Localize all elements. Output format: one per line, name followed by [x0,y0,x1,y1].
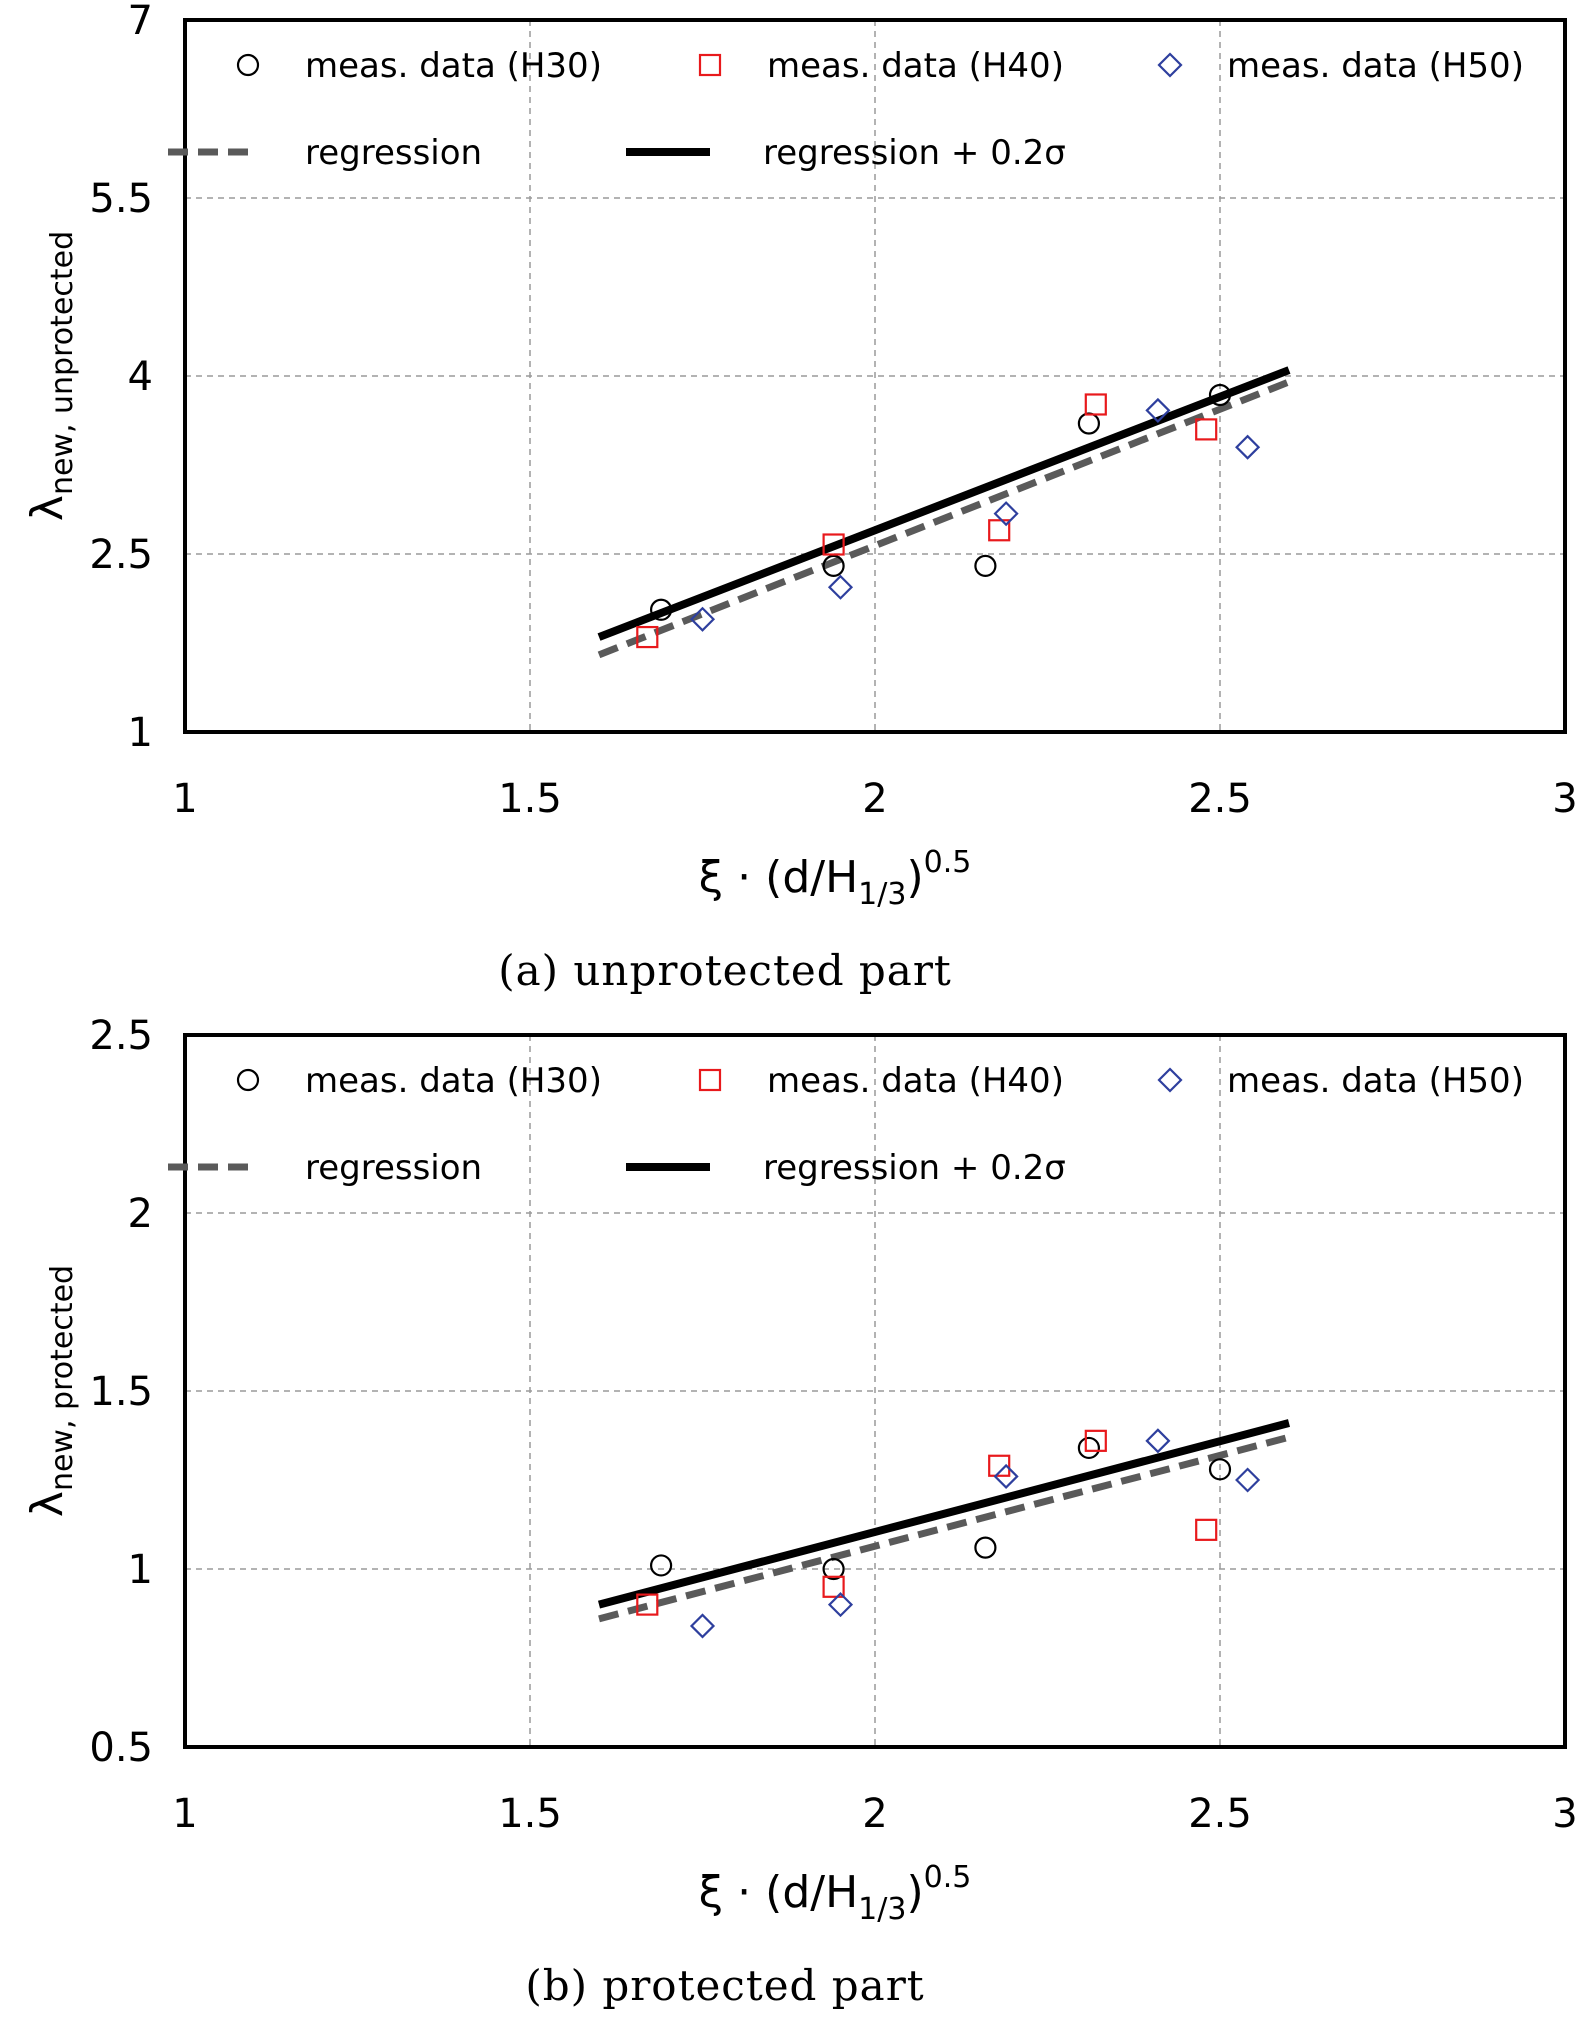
data-point-square [1084,1429,1107,1452]
legend-marker-circle [236,53,260,77]
legend-marker-circle [236,1068,260,1092]
legend-label: meas. data (H50) [1227,46,1524,86]
data-point-circle [1077,412,1101,435]
data-point-circle [974,1536,997,1559]
chart-unprotected: 1 1.5 2 2.5 3 1 2.5 4 5.5 7 ξ · (d/H1/3)0.5 λnew, u… [22,0,1578,995]
legend-label: regression + 0.2σ [763,1148,1066,1188]
x-tick-label: 3 [1552,1791,1577,1837]
legend: meas. data (H30) meas. data (H40) meas. da… [168,46,1524,173]
legend-marker-diamond [1157,52,1183,78]
data-point-circle [822,1557,845,1581]
legend-label: meas. data (H50) [1227,1061,1524,1101]
y-tick-label: 4 [128,354,153,400]
x-axis-title-close: ) [906,852,923,903]
x-axis-title-subscript: 1/3 [858,1892,906,1927]
y-tick-label: 1 [128,1547,153,1593]
data-point-circle [1208,383,1232,407]
data-point-square [636,625,659,649]
data-point-diamond [993,501,1019,527]
chart-unprotected-svg: 1 1.5 2 2.5 3 1 2.5 4 5.5 7 ξ · (d/H1/3)0.5 λnew, u… [22,0,1578,995]
legend-label: meas. data (H30) [305,46,602,86]
data-point-diamond [1235,434,1261,460]
data-point-diamond [827,1592,854,1618]
data-point-circle [822,554,845,577]
data-point-circle [1208,1458,1232,1481]
chart-protected: 1 1.5 2 2.5 3 0.5 1 1.5 2 2.5 ξ · (d/H1/3)0.5 λnew,… [0,1013,1582,2033]
data-point-diamond [689,606,716,632]
data-point-square [988,1454,1011,1477]
data-point-diamond [1145,397,1171,423]
x-tick-label: 1 [172,1791,197,1837]
y-axis-title-subscript: new, protected [45,1265,80,1491]
y-tick-label: 1.5 [89,1369,153,1415]
legend-label: meas. data (H30) [305,1061,602,1101]
legend-label: meas. data (H40) [767,1061,1064,1101]
data-point-square [1195,418,1218,441]
legend-label: regression + 0.2σ [763,133,1066,173]
data-point-diamond [689,1613,716,1639]
y-axis-title: λnew, protected [22,1265,80,1517]
data-point-circle [1077,1436,1101,1460]
regression-plus-sigma-line [597,366,1291,641]
plot-area-frame [183,18,1567,734]
x-tick-label: 2.5 [1188,776,1252,822]
data-point-diamond [1145,1428,1171,1454]
y-axis-title: λnew, unprotected [22,231,80,521]
data-point-square [1195,1518,1218,1541]
y-axis-title-main: λ [22,1491,73,1517]
data-point-circle [649,1554,673,1577]
x-axis-title-superscript: 0.5 [924,1860,972,1895]
x-axis-title: ξ · (d/H1/3)0.5 [699,845,972,912]
y-tick-label: 2.5 [89,532,153,578]
data-point-diamond [993,1463,1019,1489]
x-tick-label: 3 [1552,776,1577,822]
legend-label: regression [305,133,482,173]
x-tick-label: 1.5 [498,1791,562,1837]
legend-label: regression [305,1148,482,1188]
data-point-diamond [1235,1467,1261,1493]
data-point-circle [974,554,997,577]
legend-marker-square [698,1068,722,1092]
x-tick-label: 2.5 [1188,1791,1252,1837]
x-axis-title-subscript: 1/3 [858,877,906,912]
data-point-square [822,533,845,556]
legend: meas. data (H30) meas. data (H40) meas. da… [168,1061,1524,1188]
chart-protected-svg: 1 1.5 2 2.5 30.511.522.5ξ · (d/H1/3)0.5λnew,… [22,1013,1578,2010]
data-point-square [988,519,1011,542]
data-point-square [1084,393,1107,416]
x-axis-title: ξ · (d/H1/3)0.5 [699,1860,972,1927]
x-axis-title-main: ξ · (d/H [699,852,859,903]
plot-area-frame [183,1033,1567,1749]
regression-line [598,1433,1290,1623]
legend-marker-square [698,53,722,77]
figure-caption: (b) protected part [525,1961,924,2010]
y-tick-label: 0.5 [89,1725,153,1771]
y-tick-label: 2 [128,1191,153,1237]
x-tick-label: 2 [862,776,887,822]
regression-line [597,378,1291,659]
y-tick-label: 1 [128,710,153,756]
legend-label: meas. data (H40) [767,46,1064,86]
legend-marker-diamond [1157,1067,1183,1093]
x-tick-label: 1 [172,776,197,822]
y-axis-title-main: λ [22,495,73,521]
regression-plus-sigma-line [597,1419,1291,1609]
x-tick-label: 1.5 [498,776,562,822]
data-point-square [636,1593,659,1616]
x-axis-title-superscript: 0.5 [924,845,972,880]
data-point-circle [649,598,673,621]
x-axis-title-main: ξ · (d/H [699,1867,859,1918]
figure-caption: (a) unprotected part [498,946,952,995]
data-point-diamond [827,574,854,600]
y-tick-label: 7 [128,0,153,44]
x-tick-label: 2 [862,1791,887,1837]
y-axis-title-subscript: new, unprotected [45,231,80,495]
y-tick-label: 5.5 [89,176,153,222]
x-axis-title-close: ) [906,1867,923,1918]
data-point-square [822,1575,845,1598]
y-tick-label: 2.5 [89,1015,153,1059]
